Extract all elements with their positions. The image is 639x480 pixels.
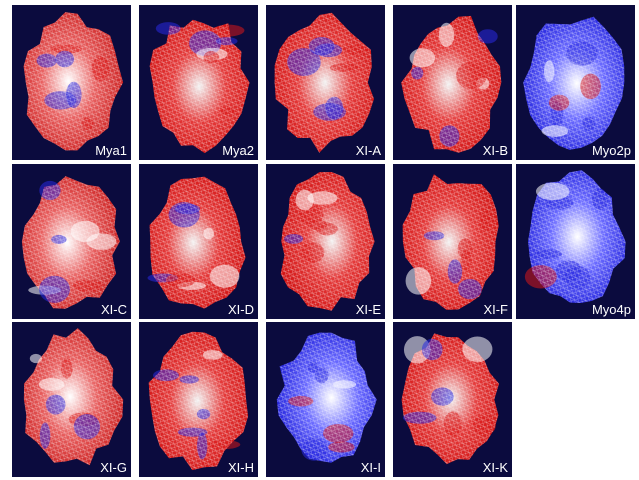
panel: XI-E (266, 164, 385, 319)
panel: XI-F (393, 164, 512, 319)
page: Mya1 Mya2 XI-A XI-B Myo2p XI-C XI-D XI-E XI-F Myo… (0, 0, 639, 480)
panel: XI-G (12, 322, 131, 477)
panel: XI-D (139, 164, 258, 319)
panel: Mya1 (12, 5, 131, 160)
panel-label: Mya2 (222, 143, 254, 158)
panel: XI-I (266, 322, 385, 477)
panel-label: XI-A (356, 143, 382, 158)
panel-label: Myo4p (592, 302, 631, 317)
panel-label: XI-B (483, 143, 508, 158)
panel-label: Mya1 (95, 143, 127, 158)
panel: XI-C (12, 164, 131, 319)
panel: XI-K (393, 322, 512, 477)
panel: XI-A (266, 5, 385, 160)
panel: Myo4p (516, 164, 635, 319)
panel: XI-H (139, 322, 258, 477)
panel-label: XI-I (361, 460, 381, 475)
panel-label: XI-D (228, 302, 254, 317)
panel-label: XI-G (100, 460, 127, 475)
panel-label: XI-C (101, 302, 127, 317)
panel: Myo2p (516, 5, 635, 160)
panel: Mya2 (139, 5, 258, 160)
panel-label: XI-E (356, 302, 382, 317)
panel-label: XI-H (228, 460, 254, 475)
panel: XI-B (393, 5, 512, 160)
panel-label: XI-K (483, 460, 509, 475)
panel-label: XI-F (483, 302, 508, 317)
panel-label: Myo2p (592, 143, 631, 158)
figure: Mya1 Mya2 XI-A XI-B Myo2p XI-C XI-D XI-E XI-F Myo… (0, 0, 639, 480)
